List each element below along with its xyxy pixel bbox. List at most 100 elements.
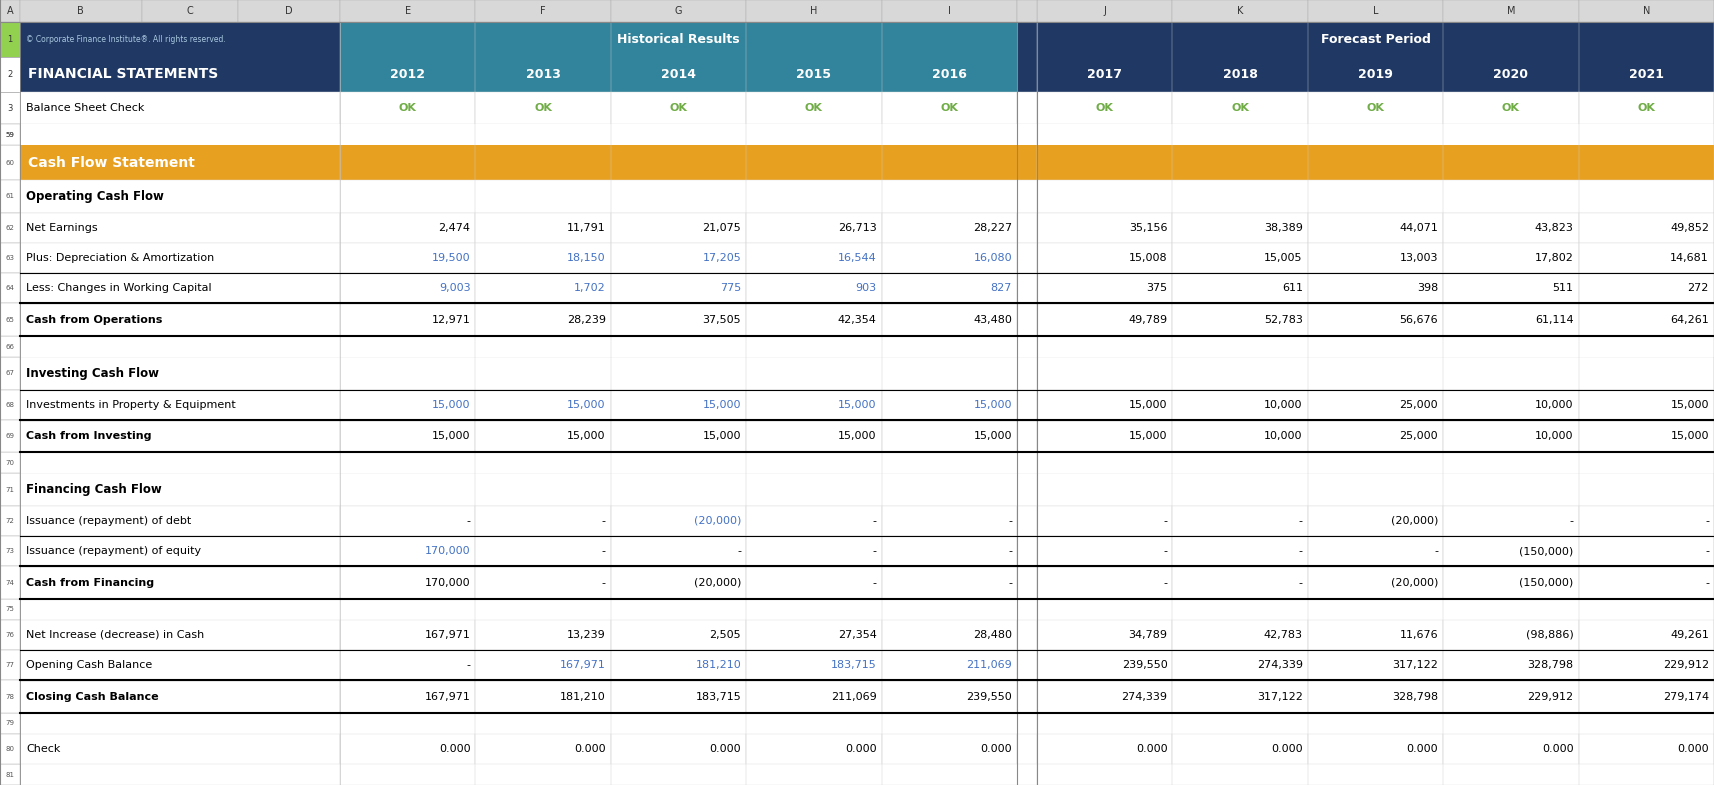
Bar (0, 566, 21, 599)
Bar (1443, 420, 1579, 452)
Text: Closing Cash Balance: Closing Cash Balance (26, 692, 159, 702)
Bar (610, 213, 746, 243)
Bar (0, 22, 21, 57)
Bar (0, 620, 21, 650)
Bar (1016, 681, 1037, 713)
Text: 0.000: 0.000 (980, 744, 1011, 754)
Bar (339, 734, 475, 764)
Bar (1579, 243, 1714, 273)
Bar (1443, 681, 1579, 713)
Bar (21, 243, 339, 273)
Bar (1172, 536, 1308, 566)
Text: 775: 775 (720, 283, 740, 294)
Text: (150,000): (150,000) (1519, 578, 1573, 588)
Bar (339, 620, 475, 650)
Text: 71: 71 (5, 487, 14, 492)
Text: 167,971: 167,971 (425, 692, 470, 702)
Text: I: I (948, 6, 951, 16)
Bar (1172, 734, 1308, 764)
Text: OK: OK (1501, 103, 1520, 113)
Bar (1172, 420, 1308, 452)
Bar (1172, 0, 1308, 22)
Text: Balance Sheet Check: Balance Sheet Check (26, 103, 144, 113)
Bar (1037, 273, 1172, 304)
Bar (339, 304, 475, 336)
Bar (1579, 506, 1714, 536)
Text: 2019: 2019 (1357, 68, 1393, 81)
Text: K: K (1238, 6, 1243, 16)
Text: 27,354: 27,354 (838, 630, 876, 640)
Text: 2012: 2012 (391, 68, 425, 81)
Bar (1579, 681, 1714, 713)
Bar (1172, 389, 1308, 420)
Text: M: M (1507, 6, 1515, 16)
Text: 15,000: 15,000 (432, 431, 470, 441)
Bar (21, 681, 339, 713)
Text: 1,702: 1,702 (574, 283, 605, 294)
Bar (1443, 536, 1579, 566)
Bar (0, 336, 21, 357)
Text: Check: Check (26, 744, 60, 754)
Text: 317,122: 317,122 (1256, 692, 1303, 702)
Text: 63: 63 (5, 255, 14, 261)
Text: 72: 72 (5, 518, 14, 524)
Bar (1037, 389, 1172, 420)
Bar (610, 536, 746, 566)
Bar (0, 124, 21, 145)
Text: 903: 903 (855, 283, 876, 294)
Text: 10,000: 10,000 (1536, 431, 1573, 441)
Bar (746, 650, 881, 681)
Bar (746, 734, 881, 764)
Text: 15,000: 15,000 (703, 400, 740, 410)
Bar (21, 0, 142, 22)
Bar (1037, 650, 1172, 681)
Bar (881, 506, 1016, 536)
Text: 52,783: 52,783 (1263, 315, 1303, 325)
Text: 15,000: 15,000 (974, 431, 1011, 441)
Text: 170,000: 170,000 (425, 546, 470, 557)
Bar (610, 389, 746, 420)
Bar (339, 506, 475, 536)
Text: © Corporate Finance Institute®. All rights reserved.: © Corporate Finance Institute®. All righ… (26, 35, 226, 44)
Text: 26,713: 26,713 (838, 223, 876, 233)
Text: (20,000): (20,000) (694, 578, 740, 588)
Text: -: - (1299, 516, 1303, 526)
Bar (0, 713, 1714, 734)
Text: 279,174: 279,174 (1663, 692, 1709, 702)
Bar (0, 0, 1714, 22)
Text: (20,000): (20,000) (1390, 516, 1438, 526)
Text: (20,000): (20,000) (1390, 578, 1438, 588)
Bar (1443, 734, 1579, 764)
Bar (881, 92, 1016, 124)
Bar (1037, 734, 1172, 764)
Text: 2016: 2016 (932, 68, 967, 81)
Bar (1443, 304, 1579, 336)
Bar (21, 566, 339, 599)
Text: -: - (1299, 546, 1303, 557)
Bar (746, 681, 881, 713)
Bar (475, 681, 610, 713)
Text: 15,000: 15,000 (838, 400, 876, 410)
Bar (475, 92, 610, 124)
Bar (21, 357, 1714, 389)
Text: Net Increase (decrease) in Cash: Net Increase (decrease) in Cash (26, 630, 204, 640)
Text: J: J (1104, 6, 1106, 16)
Bar (0, 506, 21, 536)
Text: 0.000: 0.000 (1678, 744, 1709, 754)
Text: 64: 64 (5, 286, 14, 291)
Bar (21, 92, 339, 124)
Text: OK: OK (399, 103, 417, 113)
Bar (142, 0, 238, 22)
Bar (21, 57, 339, 92)
Text: 79: 79 (5, 721, 14, 726)
Text: 43,823: 43,823 (1534, 223, 1573, 233)
Bar (1016, 566, 1037, 599)
Text: 15,000: 15,000 (1671, 431, 1709, 441)
Text: (20,000): (20,000) (694, 516, 740, 526)
Text: 15,000: 15,000 (1130, 400, 1167, 410)
Text: 18,150: 18,150 (567, 253, 605, 263)
Bar (1579, 273, 1714, 304)
Bar (881, 734, 1016, 764)
Bar (1016, 273, 1037, 304)
Text: 43,480: 43,480 (974, 315, 1011, 325)
